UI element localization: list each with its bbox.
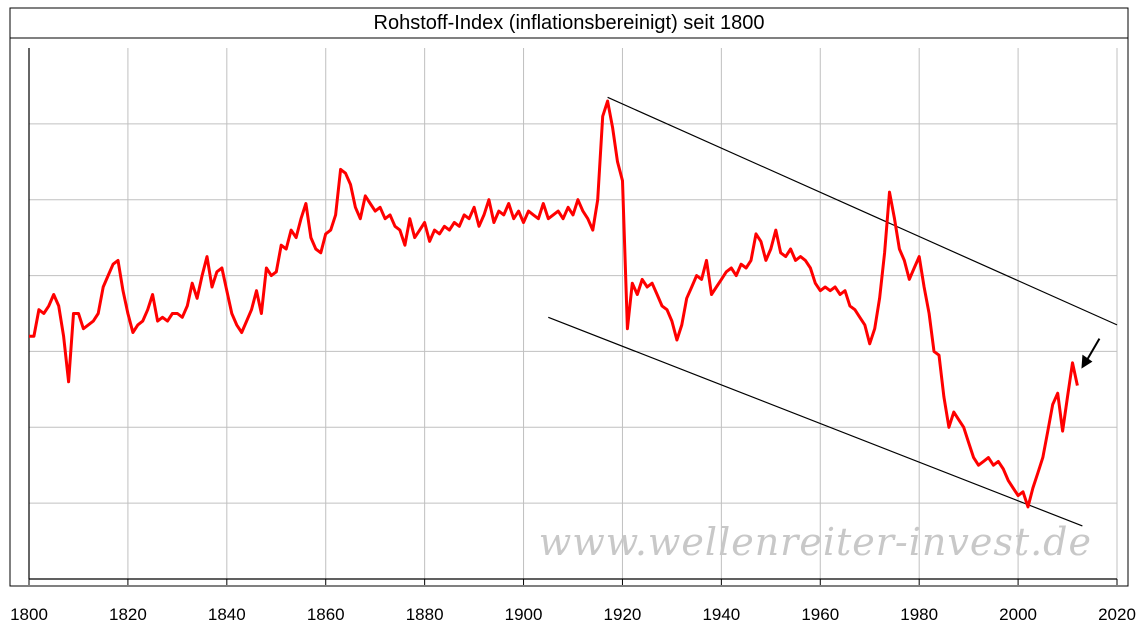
x-tick-label: 1980: [900, 605, 938, 624]
x-tick-label: 1800: [10, 605, 48, 624]
x-tick-label: 1860: [307, 605, 345, 624]
x-tick-label: 1920: [604, 605, 642, 624]
trendline-upper: [607, 96, 1118, 326]
x-tick-label: 2020: [1098, 605, 1136, 624]
x-tick-label: 1820: [109, 605, 147, 624]
series-line: [29, 99, 1079, 509]
x-tick-label: 1960: [801, 605, 839, 624]
chart-title: Rohstoff-Index (inflationsbereinigt) sei…: [373, 12, 765, 34]
x-tick-label: 1840: [208, 605, 246, 624]
x-tick-label: 1900: [505, 605, 543, 624]
x-tick-label: 2000: [999, 605, 1037, 624]
watermark: www.wellenreiter-invest.de: [539, 520, 1092, 564]
trendline-lower: [548, 316, 1083, 527]
arrow-head: [1081, 354, 1093, 369]
x-tick-label: 1940: [702, 605, 740, 624]
outer-border: [9, 7, 1129, 587]
plot-area: [29, 48, 1117, 579]
x-tick-label: 1880: [406, 605, 444, 624]
